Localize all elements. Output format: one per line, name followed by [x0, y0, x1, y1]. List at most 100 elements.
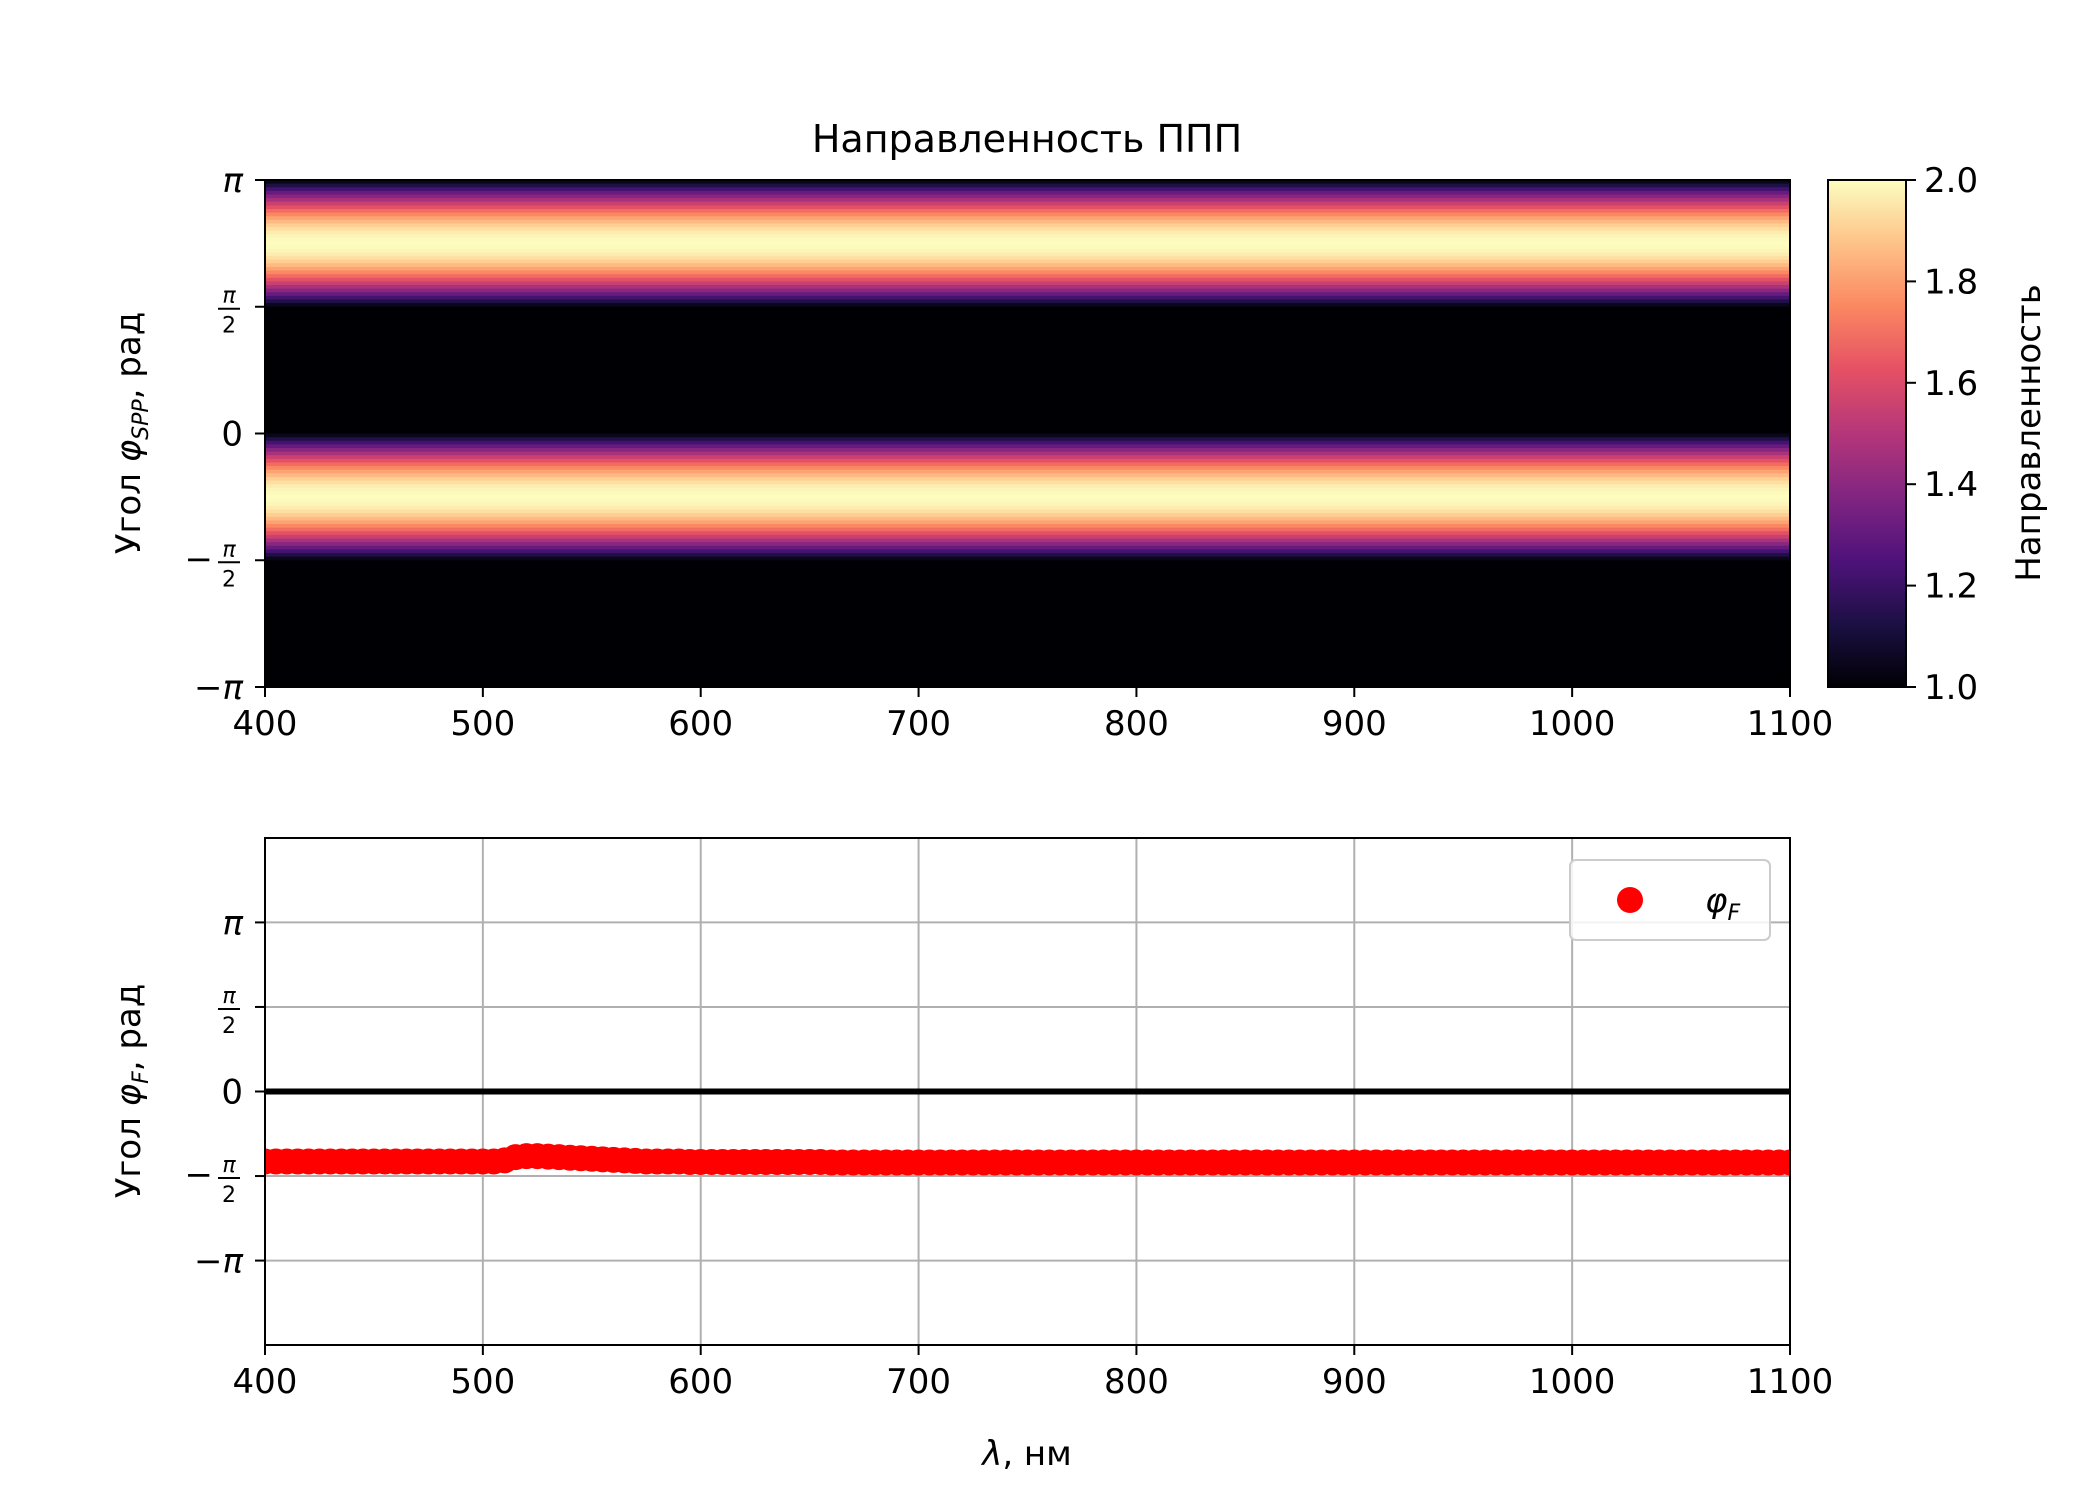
- heatmap-row: [265, 419, 1790, 424]
- heatmap-row: [265, 368, 1790, 373]
- svg-text:2: 2: [222, 314, 236, 339]
- heatmap-row: [265, 563, 1790, 569]
- heatmap-row: [265, 241, 1790, 246]
- heatmap-row: [265, 458, 1790, 464]
- heatmap-row: [265, 654, 1790, 659]
- heatmap-row: [265, 313, 1790, 319]
- heatmap-row: [265, 437, 1790, 442]
- y-tick-label: 0: [221, 1073, 243, 1113]
- heatmap-row: [265, 556, 1790, 561]
- heatmap-row: [265, 647, 1790, 652]
- heatmap-row: [265, 194, 1790, 199]
- heatmap-row: [265, 618, 1790, 623]
- heatmap-row: [265, 629, 1790, 634]
- heatmap-row: [265, 636, 1790, 641]
- colorbar: 1.0 1.2 1.4 1.6 1.8 2.0 Направленность: [1827, 161, 2049, 708]
- heatmap-row: [265, 679, 1790, 684]
- heatmap-row: [265, 531, 1790, 536]
- colorbar-label: Направленность: [2009, 284, 2049, 582]
- heatmap-row: [265, 668, 1790, 674]
- heatmap-row: [265, 639, 1790, 645]
- heatmap-row: [265, 223, 1790, 228]
- x-tick-label: 1000: [1529, 1362, 1616, 1402]
- heatmap-row: [265, 277, 1790, 282]
- heatmap-row: [265, 574, 1790, 579]
- legend-marker: [1617, 887, 1643, 913]
- heatmap-row: [265, 466, 1790, 471]
- heatmap-row: [265, 491, 1790, 496]
- heatmap-row: [265, 252, 1790, 257]
- heatmap-row: [265, 600, 1790, 605]
- heatmap-row: [265, 324, 1790, 330]
- x-tick-label: 1000: [1529, 704, 1616, 744]
- heatmap-row: [265, 219, 1790, 225]
- colorbar-tick-label: 1.0: [1924, 668, 1978, 708]
- heatmap-row: [265, 498, 1790, 503]
- x-tick-label: 600: [668, 1362, 733, 1402]
- svg-text:0: 0: [221, 415, 243, 455]
- heatmap-row: [265, 408, 1790, 413]
- heatmap-row: [265, 571, 1790, 576]
- heatmap-row: [265, 248, 1790, 254]
- svg-text:π: π: [222, 1153, 236, 1178]
- svg-text:π: π: [223, 903, 244, 943]
- data-point: [1777, 1149, 1790, 1176]
- colorbar-tick-label: 1.8: [1924, 262, 1978, 302]
- heatmap-row: [265, 661, 1790, 666]
- heatmap-row: [265, 524, 1790, 529]
- heatmap-row: [265, 317, 1790, 322]
- heatmap-row: [265, 183, 1790, 188]
- heatmap-row: [265, 578, 1790, 583]
- heatmap-row: [265, 676, 1790, 681]
- heatmap-row: [265, 672, 1790, 677]
- svg-text:−: −: [185, 539, 214, 579]
- heatmap-row: [265, 400, 1790, 406]
- heatmap-row: [265, 371, 1790, 377]
- colorbar-ticks: 1.0 1.2 1.4 1.6 1.8 2.0: [1906, 161, 1978, 708]
- heatmap-row: [265, 288, 1790, 293]
- heatmap-row: [265, 332, 1790, 337]
- heatmap-row: [265, 614, 1790, 619]
- heatmap-row: [265, 520, 1790, 525]
- heatmap-row: [265, 306, 1790, 311]
- heatmap-row: [265, 216, 1790, 221]
- heatmap-row: [265, 513, 1790, 518]
- x-tick-label: 800: [1104, 1362, 1169, 1402]
- heatmap-title: Направленность ППП: [812, 117, 1242, 161]
- heatmap-row: [265, 335, 1790, 340]
- scatter-x-axis-label: λ, нм: [980, 1434, 1072, 1474]
- heatmap-row: [265, 266, 1790, 272]
- heatmap-row: [265, 285, 1790, 290]
- x-tick-label: 400: [233, 704, 298, 744]
- heatmap-y-axis-label: Угол φSPP, рад: [109, 312, 154, 554]
- x-tick-label: 700: [886, 1362, 951, 1402]
- svg-text:π: π: [222, 284, 236, 309]
- heatmap-row: [265, 328, 1790, 333]
- x-tick-label: 900: [1322, 1362, 1387, 1402]
- heatmap-row: [265, 447, 1790, 453]
- heatmap-x-ticks: 400 500 600 700 800 900 1000 1100: [233, 687, 1834, 744]
- heatmap-row: [265, 270, 1790, 275]
- x-tick-label: 1100: [1747, 704, 1834, 744]
- heatmap-row: [265, 650, 1790, 656]
- heatmap-row: [265, 433, 1790, 438]
- heatmap-row: [265, 495, 1790, 500]
- heatmap-row: [265, 357, 1790, 362]
- heatmap-row: [265, 625, 1790, 630]
- heatmap-row: [265, 444, 1790, 449]
- y-tick-label: −π: [194, 668, 244, 708]
- heatmap-row: [265, 581, 1790, 587]
- legend-box: [1569, 859, 1771, 941]
- heatmap-row: [265, 567, 1790, 572]
- heatmap-row: [265, 455, 1790, 460]
- colorbar-tick-label: 1.6: [1924, 364, 1978, 404]
- heatmap-row: [265, 234, 1790, 239]
- heatmap-row: [265, 259, 1790, 264]
- heatmap-row: [265, 404, 1790, 409]
- heatmap-row: [265, 451, 1790, 456]
- scatter-points: [265, 1143, 1790, 1176]
- heatmap-row: [265, 393, 1790, 398]
- y-tick-label: − π 2: [185, 1153, 240, 1208]
